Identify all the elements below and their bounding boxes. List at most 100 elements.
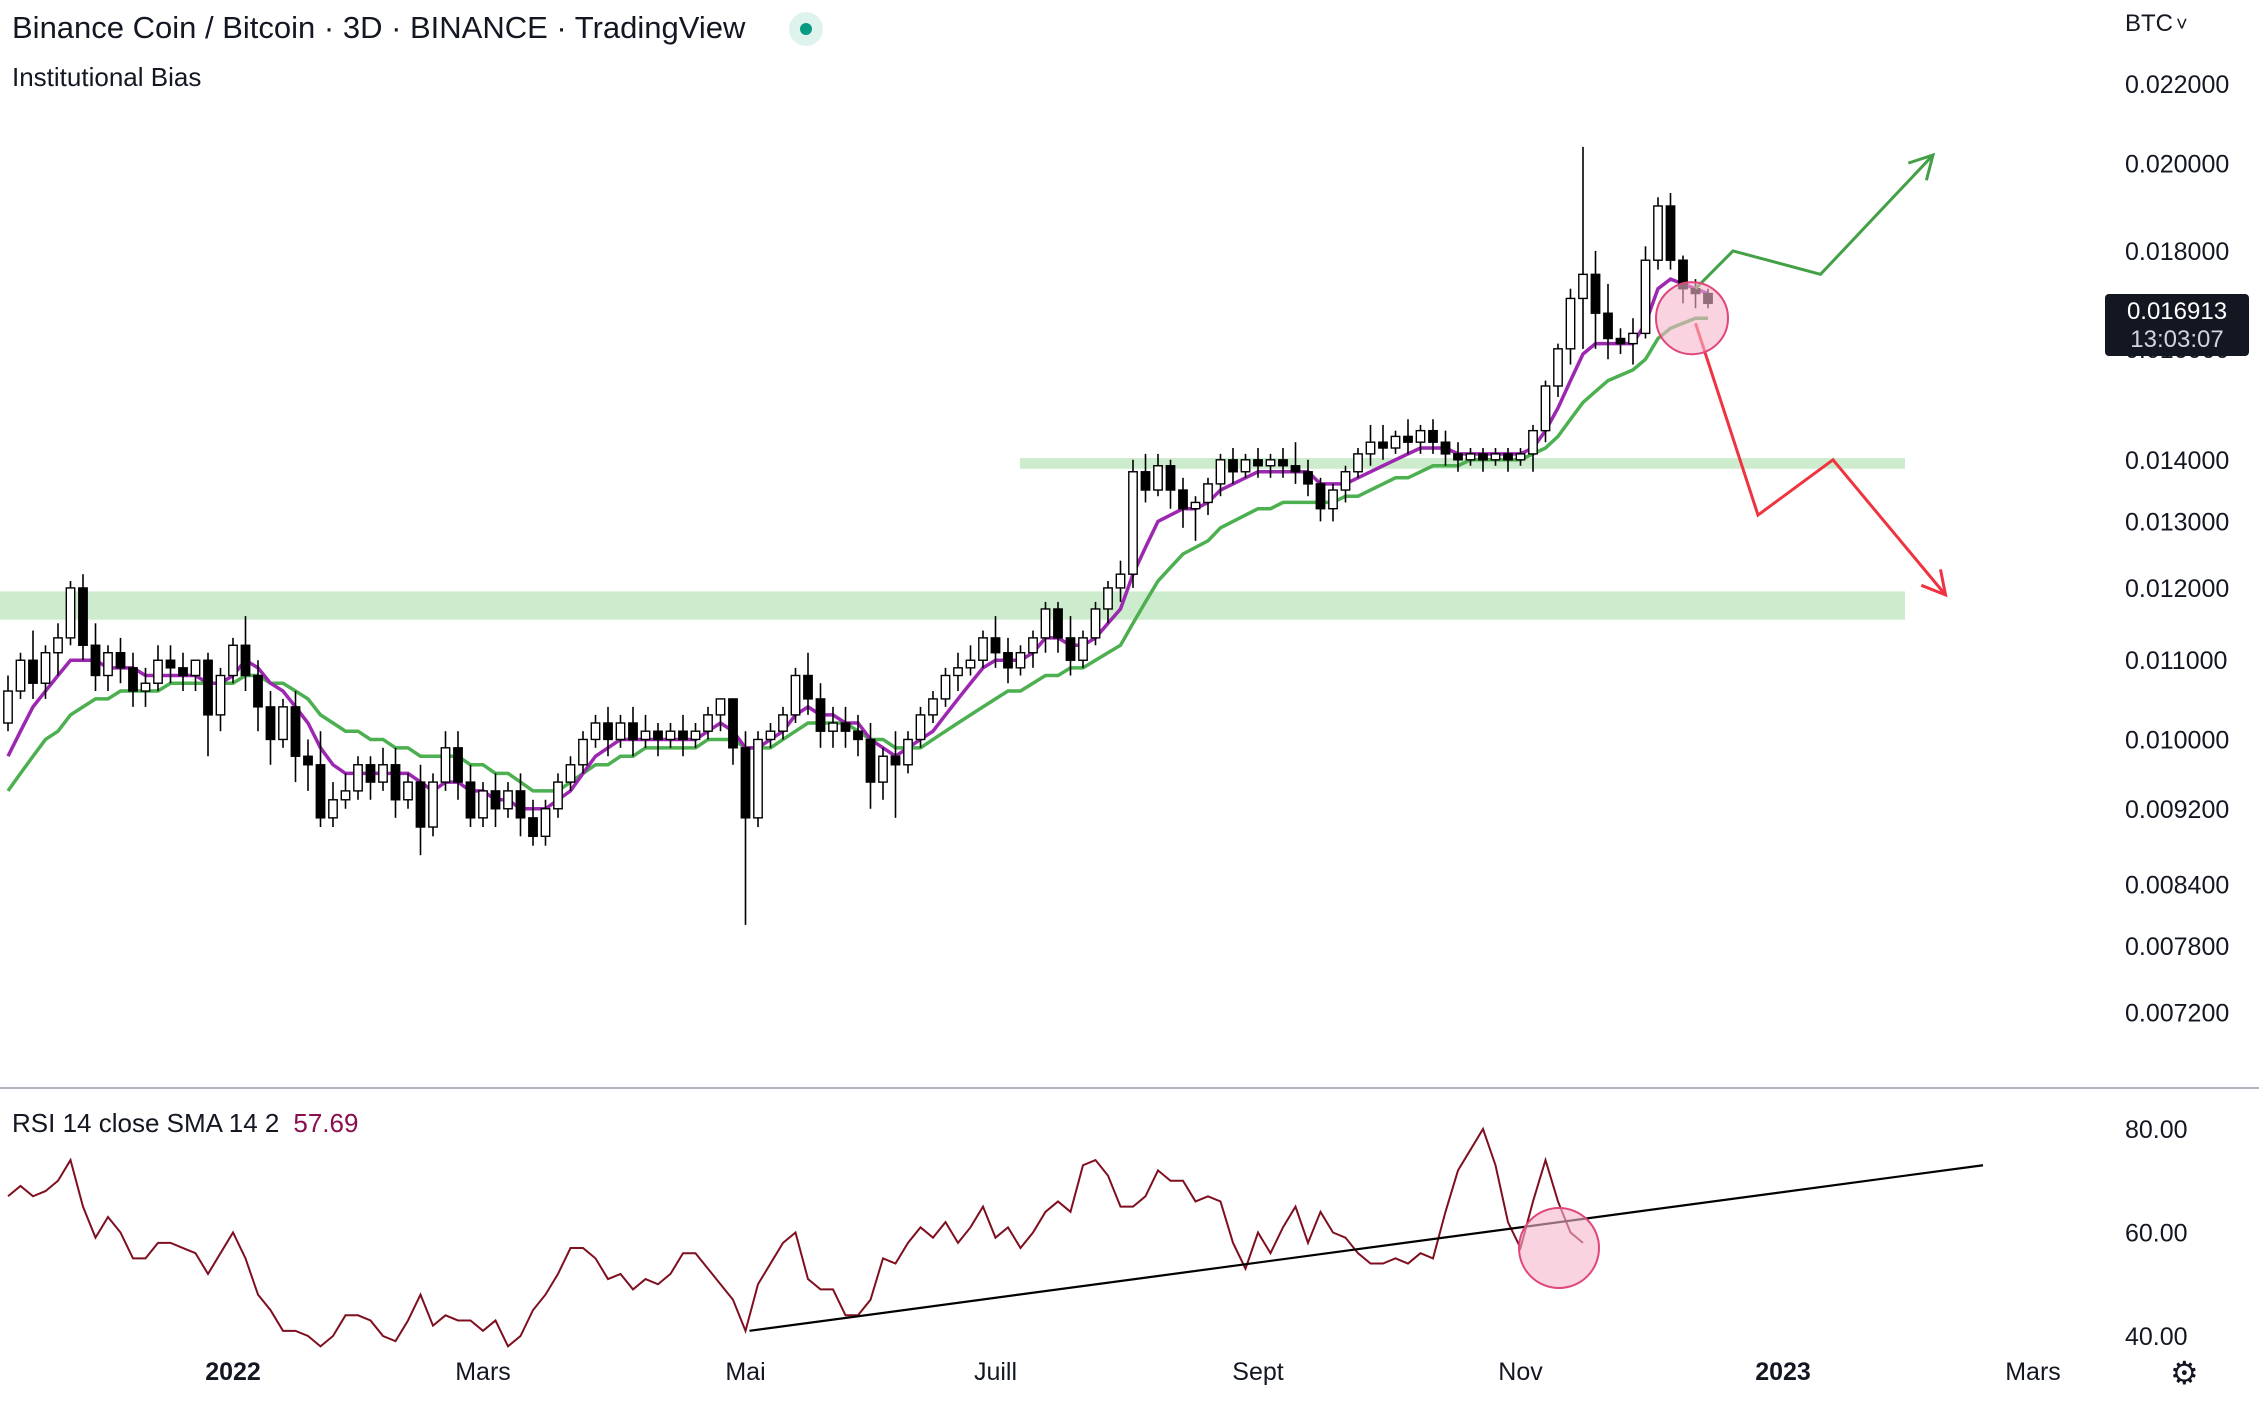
candle — [515, 773, 526, 837]
candle-body-up — [1578, 273, 1588, 300]
candle-body-down — [528, 817, 538, 838]
price-highlight-circle — [1655, 281, 1729, 356]
price-tick-label: 0.009200 — [2125, 796, 2229, 824]
time-tick-label: Juill — [974, 1358, 1017, 1386]
candle — [165, 645, 176, 684]
time-axis[interactable]: 2022 Mars Mai Juill Sept Nov 2023 Mars — [0, 1352, 2259, 1401]
candle — [128, 652, 138, 707]
candle-body-down — [628, 722, 638, 741]
candle-body-up — [378, 764, 388, 783]
candle-body-up — [278, 706, 288, 741]
candle — [190, 659, 201, 692]
last-price: 0.016913 — [2126, 298, 2228, 325]
candle — [790, 667, 801, 724]
candle-body-down — [1140, 471, 1151, 491]
candle — [1353, 448, 1363, 478]
candle-body-up — [1265, 459, 1276, 467]
candle-body-down — [1178, 489, 1188, 510]
candle — [1265, 453, 1276, 478]
candle — [640, 714, 651, 748]
candle-body-down — [203, 659, 213, 716]
candle-body-down — [1665, 205, 1676, 261]
candle — [1303, 459, 1313, 497]
candle — [1153, 453, 1163, 497]
candle-body-down — [728, 698, 738, 749]
candle — [478, 782, 488, 828]
candle-body-down — [115, 652, 126, 669]
candle-body-up — [190, 659, 201, 677]
price-tick-label: 0.014000 — [2125, 447, 2229, 475]
price-tick-label: 0.012000 — [2125, 575, 2229, 603]
candle-body-down — [415, 781, 426, 828]
candle-body-up — [790, 674, 801, 716]
candle — [915, 706, 926, 748]
candle-body-up — [1415, 429, 1426, 443]
candle-body-up — [615, 722, 626, 741]
candle-body-up — [3, 690, 13, 724]
candle-body-up — [53, 637, 63, 654]
candle-body-down — [1428, 429, 1438, 443]
candle — [715, 698, 726, 732]
candle — [390, 747, 401, 818]
candle — [615, 714, 626, 748]
projection-drawings — [1655, 152, 1948, 598]
candle-body-down — [1165, 465, 1176, 491]
candle-body-up — [1203, 483, 1213, 504]
candle — [28, 630, 38, 699]
gear-icon[interactable]: ⚙ — [2170, 1355, 2199, 1391]
rsi-trendline — [749, 1164, 1984, 1332]
candle — [853, 714, 863, 757]
candle-body-up — [340, 790, 351, 801]
rsi-legend[interactable]: RSI 14 close SMA 14 2 57.69 — [12, 1108, 358, 1139]
candle — [1315, 477, 1326, 522]
candle — [1603, 283, 1613, 360]
candle — [728, 698, 738, 765]
candle — [1215, 453, 1226, 497]
candle — [815, 683, 826, 748]
currency-selector[interactable]: BTC ˅ — [2125, 10, 2188, 38]
candle — [203, 652, 213, 757]
candle — [1465, 448, 1476, 466]
rsi-value: 57.69 — [293, 1108, 359, 1138]
time-tick-label: 2022 — [205, 1358, 261, 1386]
candle-body-down — [678, 730, 688, 741]
candle-body-down — [78, 587, 88, 646]
candle-body-up — [578, 738, 588, 766]
candle-body-down — [390, 764, 401, 801]
candle — [1515, 448, 1526, 466]
candle — [353, 756, 363, 800]
candle-body-down — [1378, 441, 1388, 449]
candle-body-down — [1053, 608, 1063, 639]
bearish-projection-arrow-head — [1920, 569, 1948, 598]
candle — [1653, 197, 1663, 270]
candle — [1240, 453, 1251, 478]
time-axis-background — [0, 1352, 2259, 1401]
price-tick-label: 0.022000 — [2125, 71, 2229, 99]
candle-body-up — [828, 722, 838, 732]
price-tick-label: 0.018000 — [2125, 238, 2229, 266]
candle — [603, 706, 613, 757]
candle — [1165, 459, 1176, 509]
candle-body-up — [1628, 332, 1638, 345]
candle — [315, 731, 326, 828]
candle — [240, 616, 251, 692]
candle-body-up — [953, 667, 963, 677]
candle-body-down — [803, 674, 813, 700]
candle — [1403, 419, 1413, 454]
candle — [528, 799, 538, 846]
candle-body-up — [1490, 453, 1501, 461]
candle — [1203, 477, 1213, 516]
candle-body-down — [90, 644, 101, 677]
candle-body-up — [965, 659, 976, 669]
candle — [1115, 560, 1126, 602]
rsi-axis[interactable]: 80.00 60.00 40.00 — [2125, 1116, 2188, 1351]
candle-body-down — [453, 747, 463, 783]
indicator-label[interactable]: Institutional Bias — [12, 62, 202, 92]
chart-title: Binance Coin / Bitcoin · 3D · BINANCE · … — [12, 10, 746, 45]
candle-body-up — [1153, 465, 1163, 491]
candle — [753, 731, 763, 828]
price-axis[interactable]: 0.0220000.0200000.0180000.0160000.014000… — [2125, 71, 2229, 1027]
candle-body-down — [653, 730, 663, 741]
price-tick-label: 0.011000 — [2125, 647, 2227, 675]
